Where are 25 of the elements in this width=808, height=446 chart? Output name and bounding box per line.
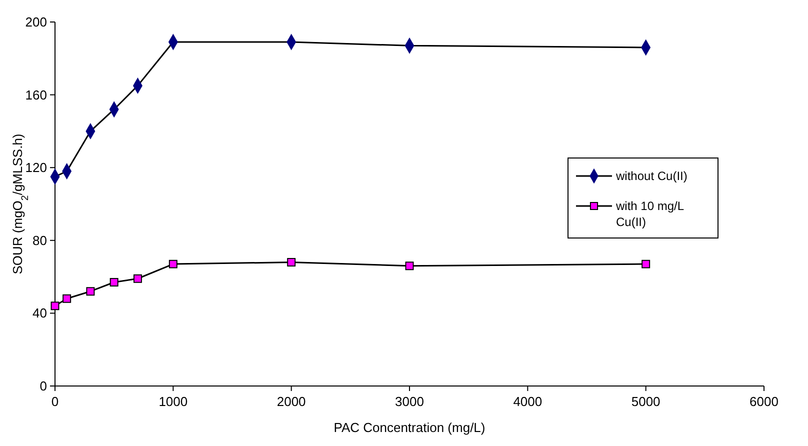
- x-tick-label: 4000: [513, 394, 542, 409]
- point: [50, 302, 60, 310]
- point: [86, 287, 95, 296]
- y-tick-label: 40: [32, 306, 47, 321]
- point: [62, 294, 72, 303]
- x-tick-label: 3000: [395, 394, 424, 409]
- y-tick-label: 120: [25, 160, 47, 176]
- y-tick-label: 0: [40, 378, 47, 394]
- point: [110, 278, 118, 286]
- x-tick-label: 0: [51, 394, 59, 409]
- legend-label: without Cu(II): [615, 169, 688, 183]
- x-tick-label: 1000: [158, 394, 188, 409]
- x-tick-label: 6000: [750, 394, 778, 409]
- y-tick-label: 80: [32, 232, 47, 248]
- x-tick-label: 2000: [276, 394, 306, 409]
- y-tick-label: 200: [25, 14, 47, 30]
- point: [642, 260, 650, 268]
- legend-label: with 10 mg/L Cu(II): [615, 199, 684, 229]
- x-tick-label: 5000: [631, 394, 660, 409]
- point: [405, 262, 414, 270]
- y-tick-label: 160: [25, 87, 47, 102]
- x-axis-title: PAC Concentration (mg/L): [334, 420, 486, 435]
- point: [168, 260, 178, 268]
- point: [133, 274, 142, 283]
- point: [287, 258, 296, 266]
